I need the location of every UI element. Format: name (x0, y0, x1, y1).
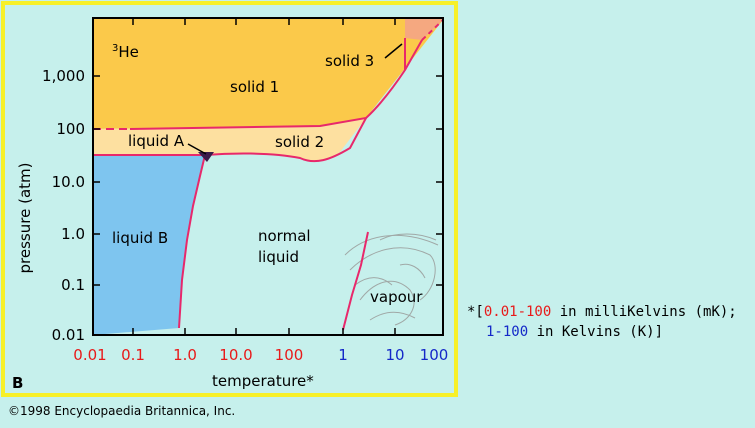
x-tick-label: 10.0 (219, 346, 252, 364)
solid-2-boundary (204, 117, 367, 163)
footnote-line-1: *[0.01-100 in milliKelvins (mK); (467, 304, 737, 320)
normal-label: normal (258, 227, 311, 245)
y-tick-label: 100 (56, 120, 85, 138)
liquid-b-region (93, 155, 205, 335)
liquid-b-label: liquid B (112, 229, 168, 247)
solid-3-leader (384, 43, 403, 59)
solid-1-region (93, 18, 443, 129)
y-tick-label: 10.0 (52, 173, 85, 191)
y-tick-marks (93, 75, 443, 286)
copyright-notice: ©1998 Encyclopaedia Britannica, Inc. (8, 404, 236, 418)
x-axis-title: temperature* (212, 372, 314, 390)
y-tick-label: 1.0 (61, 225, 85, 243)
liquid-a-label: liquid A (128, 132, 185, 150)
isotope-label: 3He (112, 43, 139, 61)
vapour-texture (344, 233, 439, 326)
x-tick-labels: 0.01 0.1 1.0 10.0 100 1 10 100 (73, 346, 448, 364)
solid-3-region (405, 18, 443, 40)
y-tick-label: 1,000 (42, 67, 85, 85)
y-axis-title: pressure (atm) (16, 163, 34, 274)
y-tick-label: 0.1 (61, 276, 85, 294)
solid-melting-curve (129, 39, 423, 130)
solid-3-label: solid 3 (325, 52, 374, 70)
solid-2-label: solid 2 (275, 133, 324, 151)
x-tick-label: 10 (385, 346, 404, 364)
solid-1-label: solid 1 (230, 78, 279, 96)
region-labels: 3He solid 1 solid 2 solid 3 liquid A liq… (112, 43, 423, 306)
footnote-line-2: 1-100 in Kelvins (K)] (486, 324, 663, 340)
x-tick-label: 1.0 (173, 346, 197, 364)
x-tick-label: 100 (275, 346, 304, 364)
liquid-b-normal-boundary (178, 154, 206, 329)
x-tick-label: 1 (338, 346, 348, 364)
dashed-high-pressure-line (421, 19, 444, 41)
diagram-border (1, 1, 458, 397)
x-tick-label: 0.1 (121, 346, 145, 364)
x-tick-label: 0.01 (73, 346, 106, 364)
panel-letter: B (12, 374, 23, 392)
x-tick-marks (132, 18, 396, 335)
y-tick-label: 0.01 (52, 326, 85, 344)
plot-frame (92, 17, 444, 336)
phase-boundaries (93, 19, 444, 331)
x-tick-label: 100 (420, 346, 449, 364)
liquid-a-leader (187, 143, 207, 155)
y-tick-labels: 1,000 100 10.0 1.0 0.1 0.01 (42, 67, 85, 344)
vapour-label: vapour (370, 288, 423, 306)
liquid-label: liquid (258, 248, 299, 266)
vapour-curve (342, 231, 369, 331)
liquid-a-wedge (198, 152, 214, 162)
